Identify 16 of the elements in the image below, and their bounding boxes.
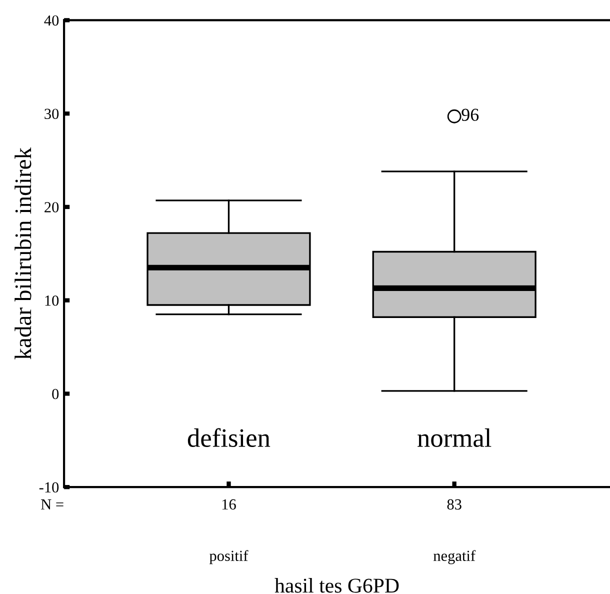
text: 16 bbox=[222, 499, 236, 510]
annotation: normal bbox=[418, 428, 492, 447]
text: 83 bbox=[447, 499, 462, 510]
y-tick-label: -10 bbox=[39, 482, 59, 493]
y-tick-label: 30 bbox=[44, 108, 59, 120]
annotation: defisien bbox=[188, 428, 270, 447]
y-tick-label: 0 bbox=[52, 388, 59, 400]
annotation: 96 bbox=[462, 108, 479, 121]
y-tick-label: 40 bbox=[44, 15, 59, 26]
x-tick-label: positif bbox=[209, 550, 248, 564]
y-tick-label: 20 bbox=[44, 202, 59, 212]
x-axis-title: hasil tes G6PD bbox=[274, 578, 399, 593]
y-tick-label: 10 bbox=[45, 295, 59, 306]
x-tick-label: negatif bbox=[433, 550, 476, 564]
text: N = bbox=[41, 499, 64, 510]
y-axis-title: kadar bilirubin indirek bbox=[14, 147, 32, 360]
